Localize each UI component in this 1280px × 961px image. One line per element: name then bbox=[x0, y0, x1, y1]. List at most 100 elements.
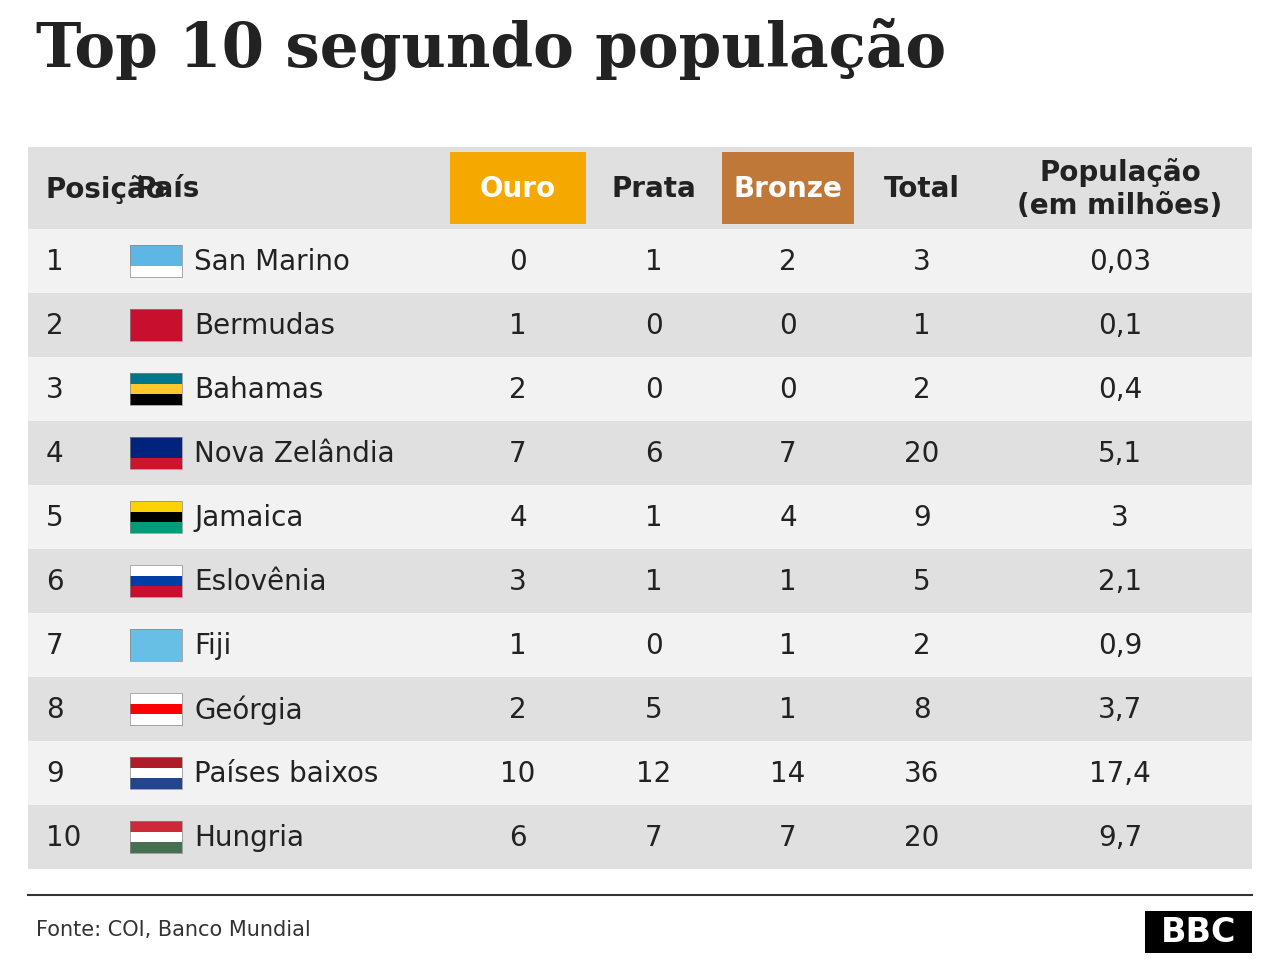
Bar bbox=[131, 257, 182, 267]
Text: 2: 2 bbox=[780, 248, 797, 276]
Text: Geórgia: Geórgia bbox=[195, 695, 302, 724]
Bar bbox=[131, 832, 182, 843]
Text: 20: 20 bbox=[904, 824, 940, 851]
Bar bbox=[131, 565, 182, 576]
Text: 0: 0 bbox=[645, 631, 663, 659]
Text: 3: 3 bbox=[509, 567, 527, 596]
Bar bbox=[131, 757, 182, 789]
Bar bbox=[131, 267, 182, 278]
Text: 8: 8 bbox=[46, 695, 64, 724]
Text: 1: 1 bbox=[780, 695, 797, 724]
Text: 1: 1 bbox=[645, 248, 663, 276]
Bar bbox=[131, 502, 182, 533]
Bar bbox=[131, 821, 182, 853]
Text: 4: 4 bbox=[46, 439, 64, 467]
Text: 6: 6 bbox=[46, 567, 64, 596]
Bar bbox=[28, 230, 1252, 294]
Text: 5: 5 bbox=[645, 695, 663, 724]
Text: BBC: BBC bbox=[1161, 916, 1236, 949]
Text: 3: 3 bbox=[46, 376, 64, 404]
Text: 1: 1 bbox=[780, 567, 797, 596]
Text: 20: 20 bbox=[904, 439, 940, 467]
Bar bbox=[131, 523, 182, 533]
Bar bbox=[131, 246, 182, 278]
Text: San Marino: San Marino bbox=[195, 248, 349, 276]
Text: 5: 5 bbox=[46, 504, 64, 531]
Bar bbox=[131, 576, 182, 587]
Text: 5: 5 bbox=[913, 567, 931, 596]
Text: 3: 3 bbox=[1111, 504, 1129, 531]
Text: 14: 14 bbox=[771, 759, 805, 787]
Bar bbox=[131, 309, 182, 342]
Bar bbox=[131, 768, 182, 778]
Text: 10: 10 bbox=[500, 759, 536, 787]
Bar bbox=[28, 294, 1252, 357]
Text: População
(em milhões): População (em milhões) bbox=[1018, 159, 1222, 219]
Bar bbox=[131, 821, 182, 832]
Text: 36: 36 bbox=[904, 759, 940, 787]
Text: 1: 1 bbox=[46, 248, 64, 276]
Bar bbox=[131, 629, 182, 661]
Text: 3,7: 3,7 bbox=[1098, 695, 1142, 724]
Bar bbox=[131, 320, 182, 331]
Text: 0,1: 0,1 bbox=[1098, 311, 1142, 339]
Bar bbox=[131, 693, 182, 704]
Text: 1: 1 bbox=[509, 311, 527, 339]
Bar bbox=[1146, 911, 1252, 953]
Bar bbox=[28, 805, 1252, 869]
Text: 12: 12 bbox=[636, 759, 672, 787]
Text: 7: 7 bbox=[645, 824, 663, 851]
Text: 7: 7 bbox=[780, 439, 797, 467]
Bar bbox=[451, 153, 586, 225]
Bar bbox=[131, 704, 182, 715]
Text: 0,9: 0,9 bbox=[1098, 631, 1142, 659]
Text: País: País bbox=[136, 175, 201, 203]
Bar bbox=[131, 374, 182, 384]
Text: Hungria: Hungria bbox=[195, 824, 305, 851]
Bar bbox=[131, 437, 182, 448]
Bar bbox=[131, 246, 182, 257]
Bar bbox=[131, 331, 182, 342]
Bar bbox=[722, 153, 854, 225]
Bar bbox=[131, 693, 182, 726]
Text: 2: 2 bbox=[509, 376, 527, 404]
Text: 0: 0 bbox=[509, 248, 527, 276]
Text: Nova Zelândia: Nova Zelândia bbox=[195, 439, 394, 467]
Bar bbox=[131, 374, 182, 406]
Bar bbox=[131, 778, 182, 789]
Text: Prata: Prata bbox=[612, 175, 696, 203]
Bar bbox=[131, 587, 182, 598]
Bar bbox=[131, 757, 182, 768]
Text: 7: 7 bbox=[780, 824, 797, 851]
Text: Ouro: Ouro bbox=[480, 175, 556, 203]
Text: Eslovênia: Eslovênia bbox=[195, 567, 326, 596]
Text: Bermudas: Bermudas bbox=[195, 311, 335, 339]
Text: 17,4: 17,4 bbox=[1089, 759, 1151, 787]
Bar bbox=[28, 741, 1252, 805]
Text: 7: 7 bbox=[46, 631, 64, 659]
Text: 1: 1 bbox=[780, 631, 797, 659]
Text: 4: 4 bbox=[780, 504, 797, 531]
Bar bbox=[131, 512, 182, 523]
Text: Fiji: Fiji bbox=[195, 631, 232, 659]
Text: 2: 2 bbox=[913, 631, 931, 659]
Bar bbox=[131, 640, 182, 651]
Text: 9: 9 bbox=[46, 759, 64, 787]
Text: 0: 0 bbox=[645, 311, 663, 339]
Bar bbox=[131, 651, 182, 661]
Bar bbox=[28, 678, 1252, 741]
Text: 1: 1 bbox=[509, 631, 527, 659]
Bar bbox=[28, 422, 1252, 485]
Text: 3: 3 bbox=[913, 248, 931, 276]
Text: 4: 4 bbox=[509, 504, 527, 531]
Text: 0,03: 0,03 bbox=[1089, 248, 1151, 276]
Text: 6: 6 bbox=[509, 824, 527, 851]
Text: Fonte: COI, Banco Mundial: Fonte: COI, Banco Mundial bbox=[36, 919, 311, 939]
Text: 0,4: 0,4 bbox=[1098, 376, 1142, 404]
Bar bbox=[131, 502, 182, 512]
Bar bbox=[28, 485, 1252, 550]
Bar bbox=[28, 148, 1252, 230]
Text: 2: 2 bbox=[46, 311, 64, 339]
Text: 5,1: 5,1 bbox=[1098, 439, 1142, 467]
Text: Top 10 segundo população: Top 10 segundo população bbox=[36, 18, 946, 81]
